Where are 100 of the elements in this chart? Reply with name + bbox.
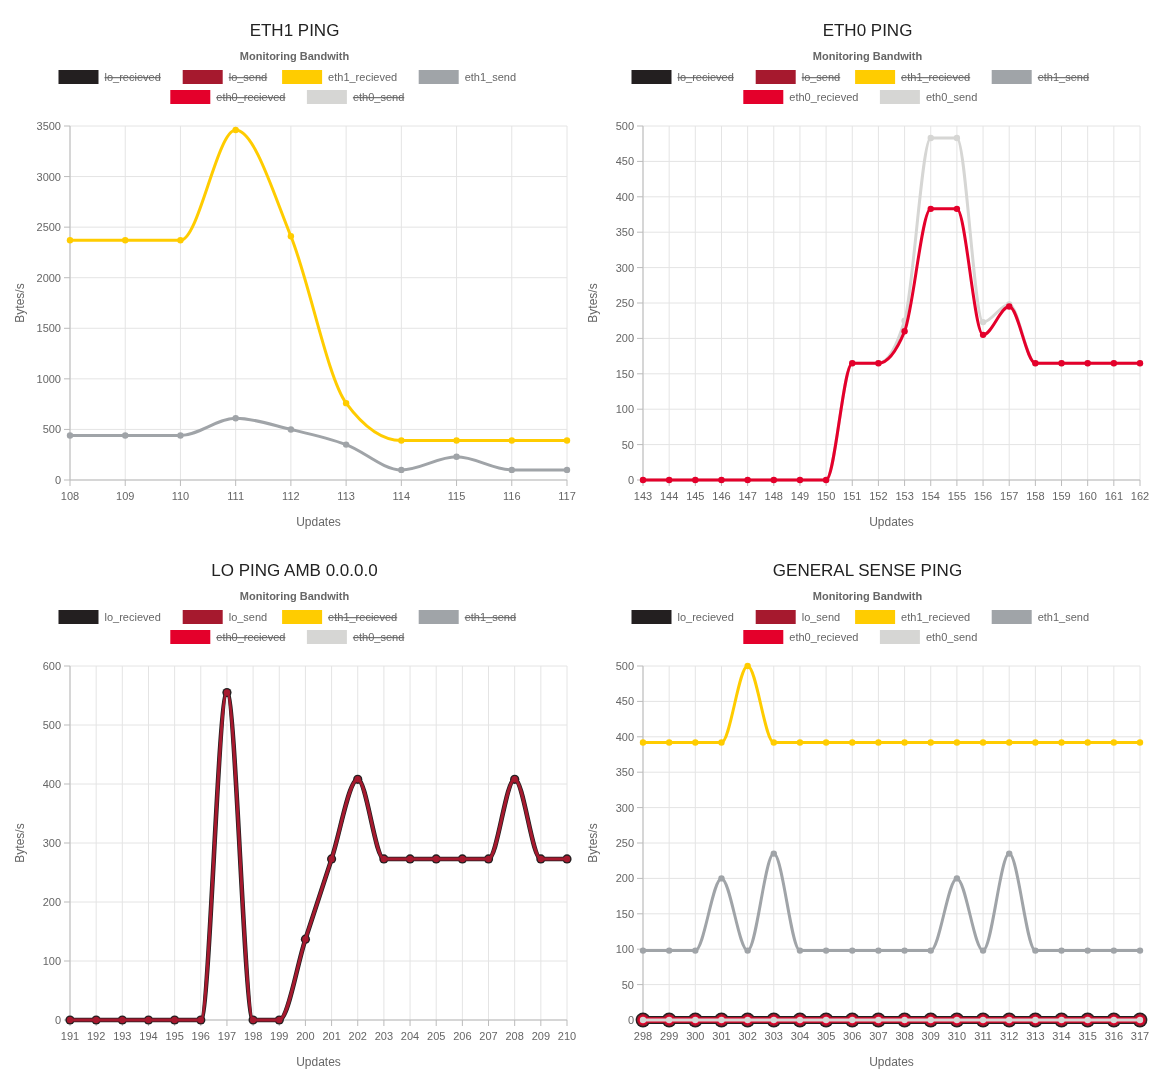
chart-title: LO PING AMB 0.0.0.0 — [211, 561, 378, 580]
x-tick-label: 306 — [843, 1030, 862, 1042]
x-tick-label: 117 — [558, 490, 576, 502]
point — [287, 426, 295, 433]
x-tick-label: 201 — [322, 1030, 341, 1042]
x-tick-label: 299 — [659, 1030, 679, 1042]
x-tick-label: 147 — [738, 490, 757, 502]
point — [770, 850, 777, 857]
point — [953, 134, 961, 142]
x-tick-label: 112 — [282, 490, 300, 502]
point — [979, 318, 987, 326]
point — [1110, 739, 1118, 746]
point — [563, 466, 571, 474]
point — [287, 233, 295, 240]
legend-label: lo_recieved — [104, 611, 161, 623]
point — [796, 739, 804, 746]
y-tick-label: 450 — [615, 695, 634, 708]
chart-title: ETH1 PING — [249, 21, 340, 40]
legend-label: eth1_recieved — [901, 71, 971, 83]
y-tick-label: 100 — [42, 955, 61, 967]
y-tick-label: 500 — [42, 423, 61, 436]
x-tick-label: 151 — [843, 490, 862, 502]
y-axis-title: Bytes/s — [586, 823, 600, 863]
x-tick-label: 156 — [973, 490, 993, 502]
x-tick-label: 116 — [503, 490, 521, 502]
y-tick-label: 0 — [627, 1014, 634, 1026]
point — [232, 415, 239, 422]
x-tick-label: 152 — [869, 490, 888, 502]
x-tick-label: 143 — [633, 490, 653, 502]
point — [453, 453, 460, 460]
y-tick-label: 500 — [615, 120, 634, 132]
y-tick-label: 3000 — [36, 170, 61, 183]
point — [744, 662, 751, 670]
chart-subtitle: Monitoring Bandwith — [239, 50, 350, 62]
y-tick-label: 2500 — [36, 221, 61, 234]
x-tick-label: 312 — [1000, 1030, 1019, 1042]
legend-label: eth0_recieved — [789, 631, 859, 643]
x-tick-label: 145 — [686, 490, 705, 502]
point — [901, 739, 908, 746]
point — [342, 441, 350, 448]
chart-title: GENERAL SENSE PING — [772, 561, 963, 580]
x-tick-label: 305 — [816, 1030, 836, 1042]
chart-subtitle: Monitoring Bandwith — [812, 590, 923, 602]
y-tick-label: 150 — [615, 367, 634, 380]
legend-label: eth1_recieved — [328, 611, 398, 623]
point — [1006, 739, 1013, 746]
point — [1084, 947, 1091, 954]
point — [692, 739, 699, 746]
x-tick-label: 154 — [921, 490, 940, 502]
point — [508, 466, 515, 474]
x-tick-label: 158 — [1026, 490, 1045, 502]
point — [901, 328, 908, 335]
point — [692, 947, 699, 954]
point — [718, 875, 725, 882]
x-tick-label: 196 — [191, 1030, 210, 1042]
x-tick-label: 301 — [712, 1030, 731, 1042]
x-tick-label: 199 — [270, 1030, 289, 1042]
x-axis-title: Updates — [296, 1055, 341, 1069]
x-tick-label: 209 — [531, 1030, 551, 1042]
legend-label: lo_send — [801, 71, 841, 83]
point — [639, 739, 647, 746]
point — [796, 947, 804, 954]
point — [177, 237, 184, 244]
y-tick-label: 1000 — [36, 372, 61, 385]
chart-subtitle: Monitoring Bandwith — [239, 590, 350, 602]
y-tick-label: 0 — [54, 474, 61, 486]
point — [66, 432, 74, 439]
x-tick-label: 204 — [400, 1030, 420, 1042]
x-tick-label: 150 — [816, 490, 836, 502]
legend-label: eth1_send — [464, 71, 517, 83]
x-tick-label: 317 — [1130, 1030, 1150, 1042]
x-tick-label: 162 — [1130, 490, 1150, 502]
y-tick-label: 0 — [54, 1014, 61, 1026]
point — [927, 947, 934, 954]
x-tick-label: 308 — [895, 1030, 914, 1042]
x-tick-label: 210 — [557, 1030, 577, 1042]
x-tick-label: 160 — [1078, 490, 1097, 502]
x-axis-title: Updates — [296, 515, 341, 529]
legend-label: eth0_send — [352, 91, 405, 103]
x-tick-label: 153 — [895, 490, 914, 502]
legend-label: eth1_send — [464, 611, 517, 623]
point — [927, 739, 934, 746]
x-tick-label: 193 — [113, 1030, 132, 1042]
point — [979, 947, 987, 954]
point — [398, 466, 405, 474]
point — [1032, 947, 1039, 954]
chart-subtitle: Monitoring Bandwith — [812, 50, 923, 62]
point — [1006, 850, 1013, 857]
x-tick-label: 300 — [686, 1030, 705, 1042]
y-tick-label: 200 — [615, 332, 634, 345]
point — [66, 237, 74, 244]
point — [927, 134, 934, 142]
legend-label: eth0_send — [925, 91, 978, 103]
point — [979, 331, 987, 339]
y-tick-label: 400 — [615, 190, 634, 203]
x-tick-label: 195 — [165, 1030, 184, 1042]
y-axis-title: Bytes/s — [13, 283, 27, 323]
x-tick-label: 311 — [974, 1030, 992, 1042]
x-tick-label: 110 — [171, 490, 190, 502]
point — [1136, 947, 1144, 954]
